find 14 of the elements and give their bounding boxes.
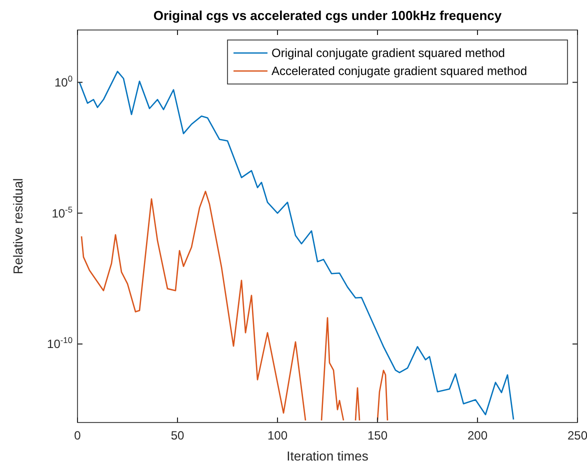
y-tick-label: 10$^{-5}$ <box>52 204 73 220</box>
x-tick-label: 250 <box>567 428 587 442</box>
x-tick-label: 50 <box>170 428 184 442</box>
y-axis-title: Relative residual <box>10 178 26 274</box>
x-tick-label: 100 <box>267 428 288 442</box>
legend-label: Accelerated conjugate gradient squared method <box>272 64 528 78</box>
x-axis-title: Iteration times <box>286 448 369 464</box>
x-tick-label: 0 <box>74 428 82 442</box>
x-tick-label: 150 <box>367 428 388 442</box>
chart-title: Original cgs vs accelerated cgs under 100kHz frequency <box>153 8 502 23</box>
y-tick-label: 10$^{-10}$ <box>47 335 73 352</box>
legend-label: Original conjugate gradient squared method <box>272 46 505 60</box>
y-tick-label: 10$^{0}$ <box>54 74 73 90</box>
x-tick-label: 200 <box>467 428 488 442</box>
